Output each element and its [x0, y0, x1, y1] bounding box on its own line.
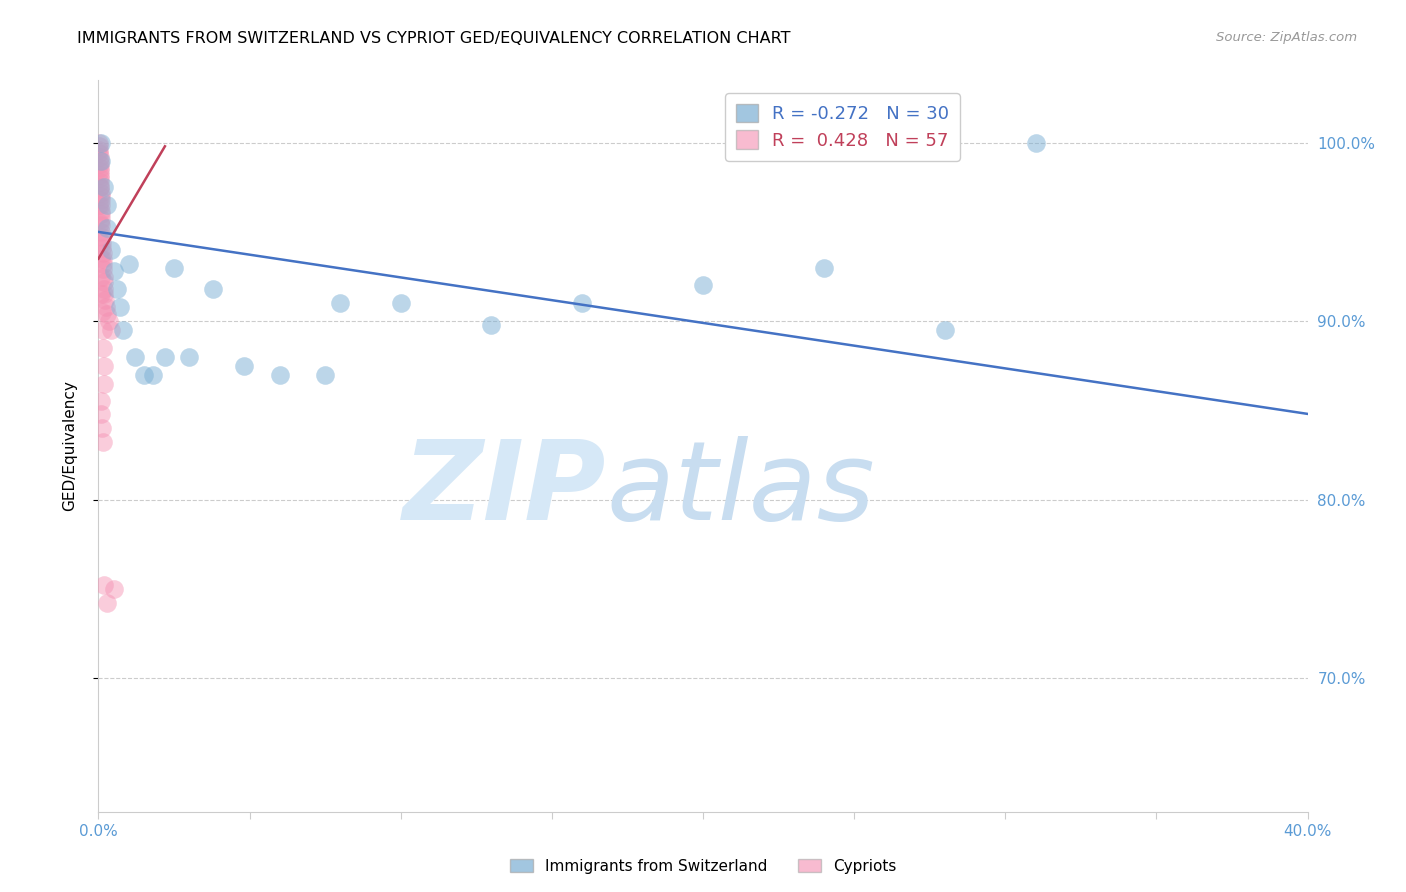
- Point: [91, 262, 114, 277]
- Point: [93, 287, 115, 301]
- Point: [692, 278, 714, 293]
- Point: [163, 260, 186, 275]
- Point: [89, 143, 111, 157]
- Legend: Immigrants from Switzerland, Cypriots: Immigrants from Switzerland, Cypriots: [503, 853, 903, 880]
- Point: [87, 136, 110, 150]
- Point: [90, 407, 112, 421]
- Point: [89, 161, 111, 175]
- Text: Source: ZipAtlas.com: Source: ZipAtlas.com: [1216, 31, 1357, 45]
- Point: [103, 264, 125, 278]
- Point: [91, 435, 114, 450]
- Point: [89, 157, 111, 171]
- Point: [96, 198, 118, 212]
- Point: [90, 218, 112, 232]
- Point: [89, 146, 111, 161]
- Point: [90, 287, 112, 301]
- Point: [89, 198, 111, 212]
- Point: [96, 307, 118, 321]
- Y-axis label: GED/Equivalency: GED/Equivalency: [63, 381, 77, 511]
- Point: [571, 296, 593, 310]
- Point: [91, 246, 114, 260]
- Text: IMMIGRANTS FROM SWITZERLAND VS CYPRIOT GED/EQUIVALENCY CORRELATION CHART: IMMIGRANTS FROM SWITZERLAND VS CYPRIOT G…: [77, 31, 790, 46]
- Point: [93, 180, 115, 194]
- Point: [98, 314, 121, 328]
- Point: [94, 300, 117, 314]
- Point: [93, 376, 115, 391]
- Point: [91, 323, 114, 337]
- Text: ZIP: ZIP: [402, 436, 606, 543]
- Point: [90, 136, 112, 150]
- Point: [93, 275, 115, 289]
- Point: [91, 252, 114, 266]
- Point: [153, 350, 176, 364]
- Point: [89, 171, 111, 186]
- Point: [232, 359, 254, 373]
- Point: [89, 164, 111, 178]
- Point: [87, 139, 110, 153]
- Point: [90, 203, 112, 218]
- Point: [202, 282, 225, 296]
- Point: [132, 368, 155, 382]
- Point: [93, 282, 115, 296]
- Point: [89, 168, 111, 182]
- Point: [389, 296, 412, 310]
- Point: [329, 296, 352, 310]
- Point: [179, 350, 201, 364]
- Point: [89, 180, 111, 194]
- Point: [90, 153, 112, 168]
- Point: [89, 216, 111, 230]
- Point: [111, 323, 134, 337]
- Point: [91, 341, 114, 355]
- Point: [934, 323, 956, 337]
- Point: [314, 368, 336, 382]
- Text: atlas: atlas: [606, 436, 875, 543]
- Point: [103, 582, 125, 596]
- Point: [100, 243, 122, 257]
- Point: [90, 193, 112, 207]
- Point: [89, 180, 111, 194]
- Point: [91, 305, 114, 319]
- Point: [90, 212, 112, 227]
- Legend: R = -0.272   N = 30, R =  0.428   N = 57: R = -0.272 N = 30, R = 0.428 N = 57: [725, 93, 960, 161]
- Point: [108, 300, 131, 314]
- Point: [91, 230, 114, 244]
- Point: [89, 175, 111, 189]
- Point: [91, 421, 114, 435]
- Point: [269, 368, 291, 382]
- Point: [90, 198, 112, 212]
- Point: [105, 282, 128, 296]
- Point: [90, 252, 112, 266]
- Point: [91, 241, 114, 255]
- Point: [91, 235, 114, 250]
- Point: [96, 596, 118, 610]
- Point: [89, 234, 111, 248]
- Point: [813, 260, 835, 275]
- Point: [89, 153, 111, 168]
- Point: [93, 359, 115, 373]
- Point: [94, 293, 117, 307]
- Point: [124, 350, 146, 364]
- Point: [142, 368, 165, 382]
- Point: [481, 318, 503, 332]
- Point: [90, 186, 112, 200]
- Point: [1024, 136, 1046, 150]
- Point: [93, 269, 115, 284]
- Point: [90, 225, 112, 239]
- Point: [91, 257, 114, 271]
- Point: [90, 207, 112, 221]
- Point: [90, 394, 112, 409]
- Point: [100, 323, 122, 337]
- Point: [89, 150, 111, 164]
- Point: [90, 189, 112, 203]
- Point: [96, 221, 118, 235]
- Point: [118, 257, 141, 271]
- Point: [93, 578, 115, 592]
- Point: [90, 269, 112, 284]
